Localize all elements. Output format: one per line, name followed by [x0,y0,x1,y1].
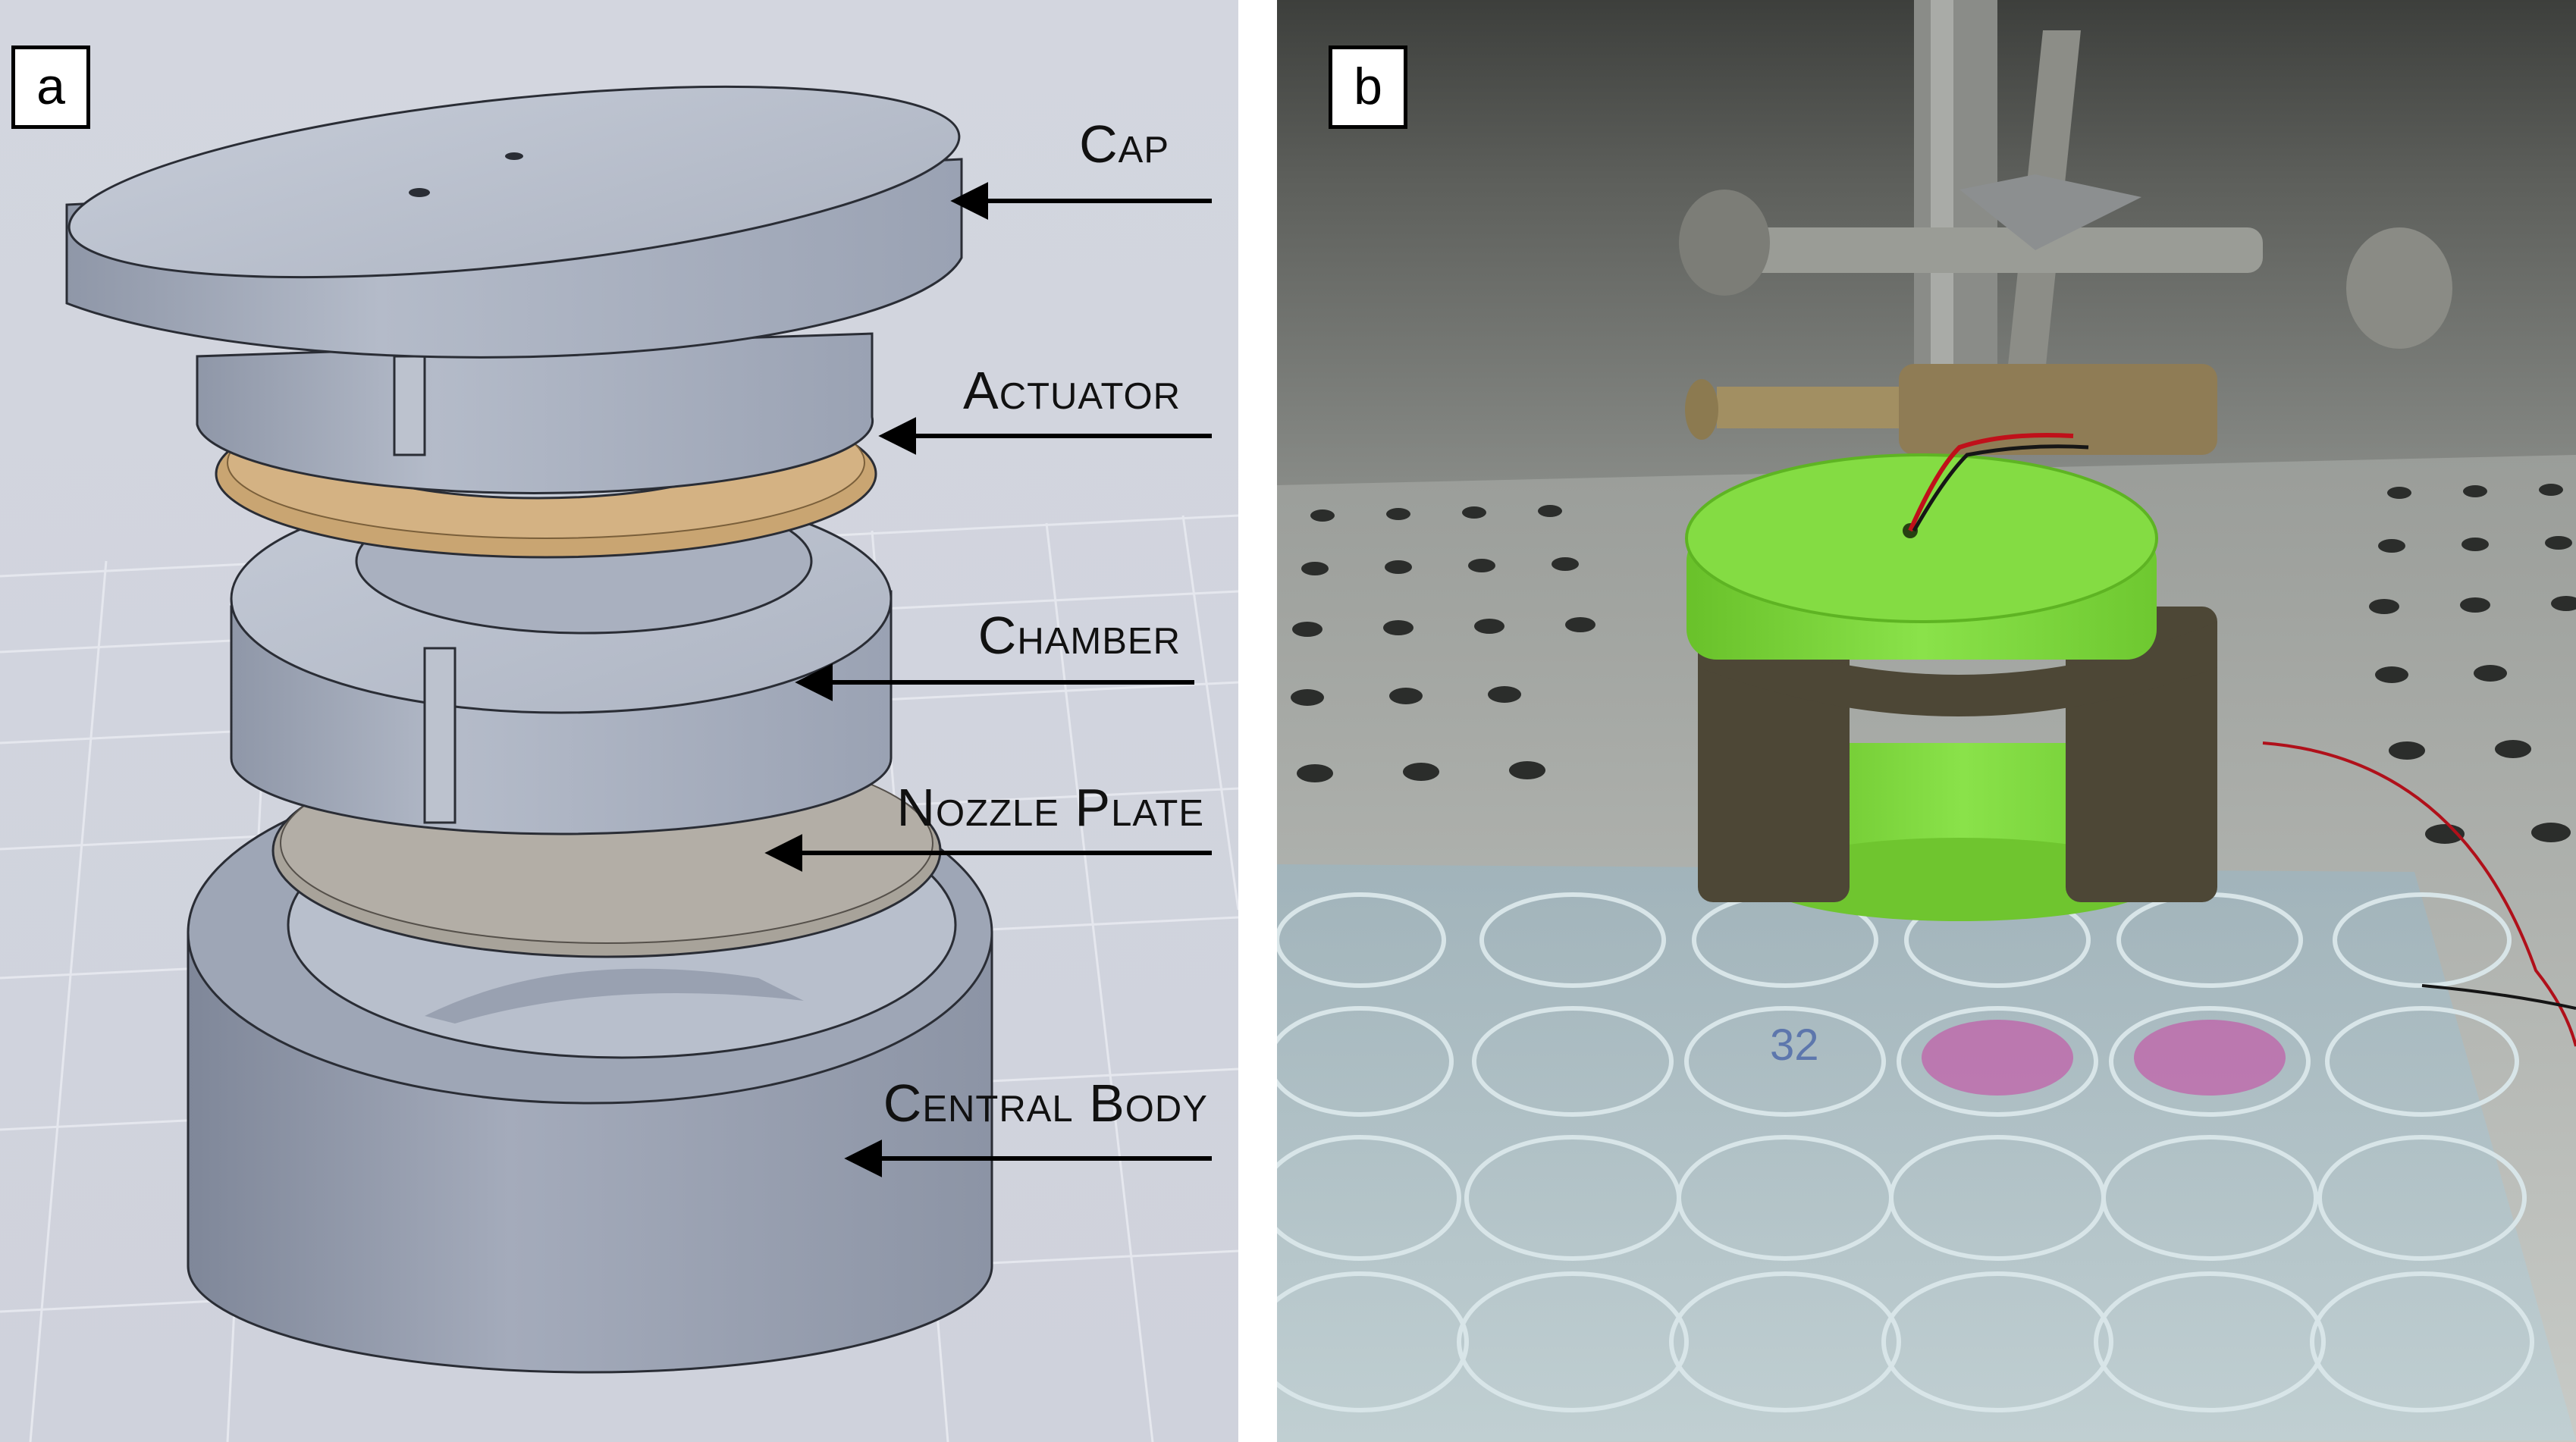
photo-illustration [1277,0,2576,1442]
label-central-body: Central Body [883,1074,1208,1133]
clamp-assembly [1679,174,2452,455]
cad-drawing [0,85,1238,1442]
panel-a-cad-exploded-view: a Cap Actuator Chamber Nozzle Plate Cent… [0,0,1238,1442]
wire-red [1908,433,2074,532]
panel-b-device-photo: b 32 [1277,0,2576,1442]
label-nozzle-plate: Nozzle Plate [896,778,1204,837]
panel-a-letter: a [11,45,90,129]
label-cap: Cap [1079,114,1169,174]
panel-b-letter: b [1329,45,1407,129]
printed-device [1685,433,2576,1047]
well-marking-text: 32 [1770,1020,1819,1070]
label-actuator: Actuator [963,361,1181,420]
cap-part [65,85,963,494]
wire-black [1912,444,2089,532]
pink-well-2 [2134,1020,2286,1096]
label-chamber: Chamber [977,606,1181,665]
label-arrows [764,182,1212,1177]
well-plate [1277,864,2576,1442]
pink-well-1 [1922,1020,2073,1096]
table-holes [1291,484,2576,844]
